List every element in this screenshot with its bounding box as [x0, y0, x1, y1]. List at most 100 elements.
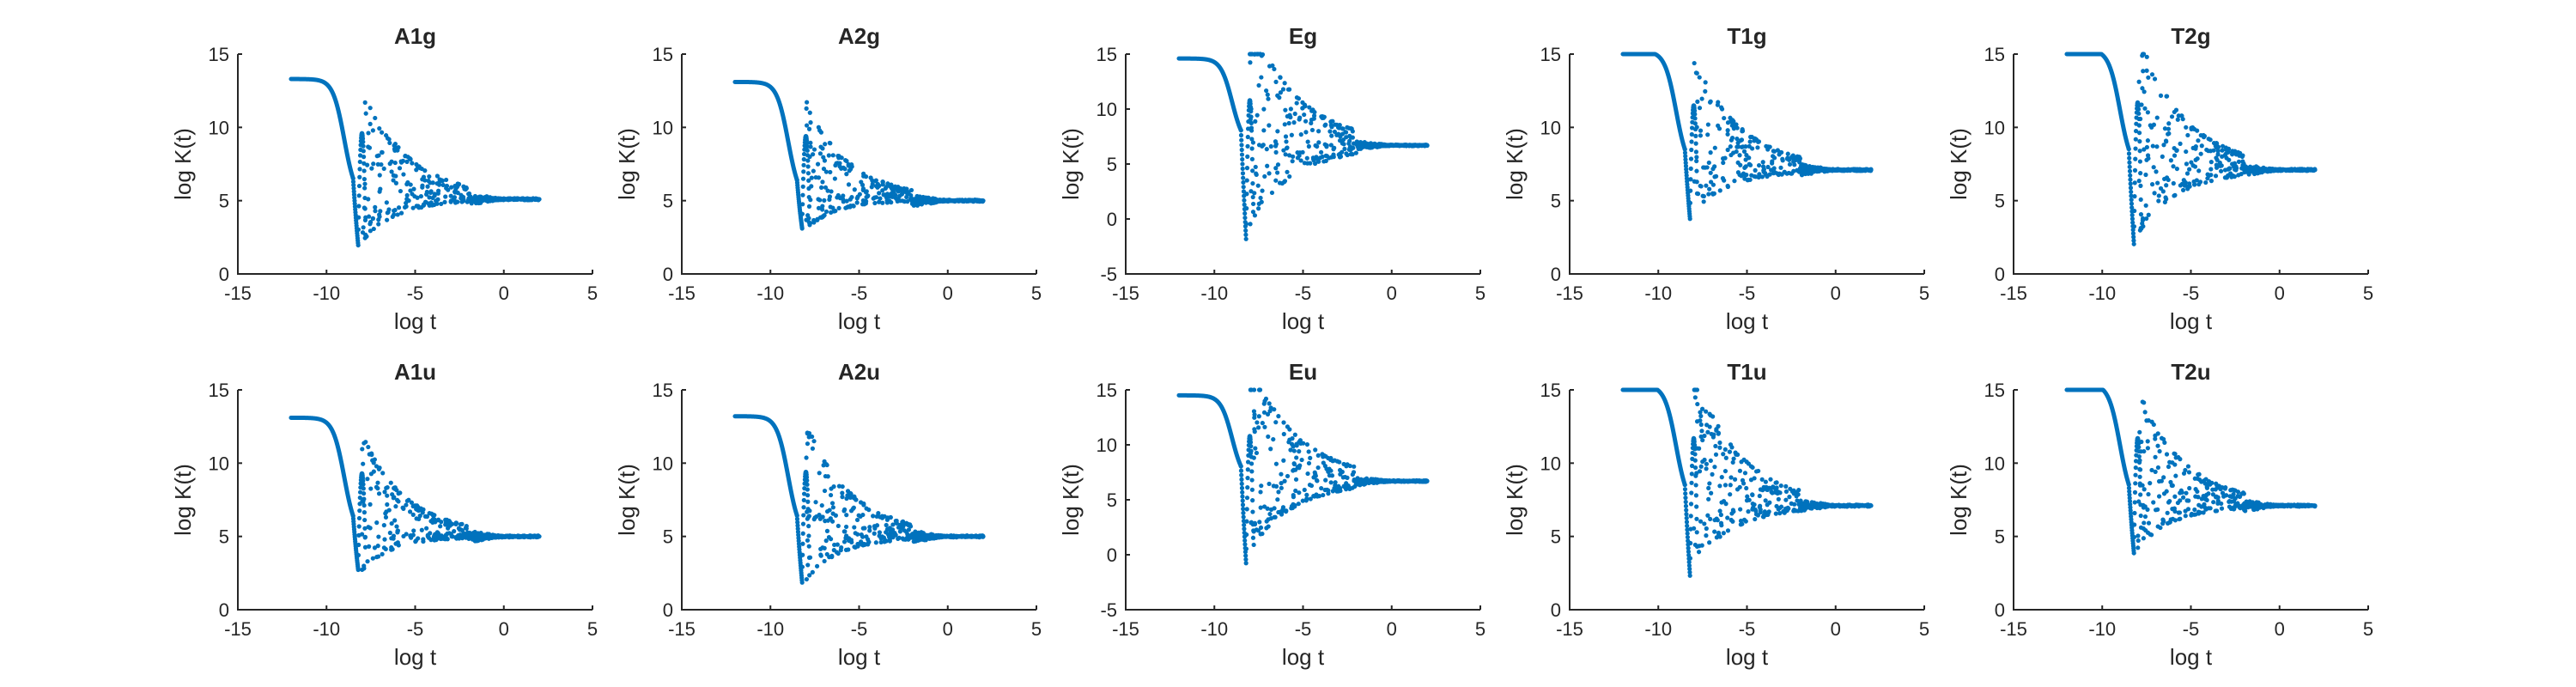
data-point — [362, 100, 368, 105]
data-point — [853, 544, 858, 550]
data-point — [2137, 139, 2142, 144]
decay-curve — [732, 414, 799, 518]
data-point — [1345, 475, 1350, 481]
data-point — [1688, 540, 1693, 546]
data-point — [823, 519, 828, 524]
data-point — [2136, 179, 2142, 184]
data-point — [823, 142, 828, 147]
data-point — [1705, 132, 1710, 137]
data-point — [410, 512, 416, 517]
data-point — [2217, 160, 2222, 166]
data-point — [1258, 525, 1264, 531]
data-point — [1344, 130, 1349, 135]
data-point — [366, 131, 371, 136]
data-point — [1273, 420, 1279, 425]
data-point — [1741, 172, 1746, 177]
data-point — [1763, 479, 1768, 484]
data-point — [2215, 152, 2221, 157]
data-point — [1253, 119, 1258, 124]
data-point — [1281, 420, 1286, 425]
data-point — [446, 526, 451, 531]
data-point — [2208, 173, 2214, 178]
data-point — [414, 503, 420, 508]
x-tick-label: 5 — [1031, 283, 1042, 304]
data-point — [1294, 441, 1299, 447]
data-point — [872, 200, 878, 206]
x-tick-label: -15 — [668, 283, 696, 304]
data-point — [357, 489, 363, 495]
data-point — [2128, 177, 2133, 182]
data-point — [1271, 436, 1276, 442]
data-point — [1291, 461, 1297, 466]
scatter-points — [350, 440, 542, 573]
data-point — [440, 178, 445, 184]
x-tick-label: -15 — [1112, 618, 1139, 640]
data-point — [1753, 516, 1758, 522]
data-point — [1269, 190, 1275, 196]
data-point — [2142, 89, 2147, 94]
data-point — [366, 444, 371, 450]
data-point — [2224, 155, 2229, 161]
data-point — [2236, 159, 2241, 164]
data-point — [1697, 106, 1703, 111]
data-point — [434, 537, 439, 543]
x-tick-label: 5 — [587, 283, 598, 304]
data-point — [881, 535, 886, 540]
data-point — [1260, 420, 1265, 426]
data-point — [1352, 464, 1357, 469]
data-point — [409, 500, 415, 505]
data-point — [1305, 471, 1310, 477]
data-point — [1249, 52, 1254, 57]
data-point — [805, 509, 810, 514]
data-point — [357, 159, 362, 165]
data-point — [795, 523, 800, 528]
data-point — [389, 520, 394, 526]
data-point — [1243, 228, 1249, 234]
data-point — [382, 489, 387, 495]
data-point — [820, 179, 825, 185]
data-point — [1790, 153, 1795, 158]
data-point — [1336, 152, 1341, 157]
scatter-points — [1238, 387, 1430, 566]
data-point — [981, 534, 986, 539]
data-point — [884, 517, 890, 522]
data-point — [2176, 113, 2181, 119]
data-point — [799, 211, 805, 216]
data-point — [373, 204, 378, 210]
x-axis-label: log t — [838, 644, 881, 670]
data-point — [1344, 151, 1349, 156]
data-point — [2131, 224, 2137, 229]
data-point — [859, 532, 864, 538]
data-point — [1692, 108, 1698, 113]
data-point — [1345, 125, 1350, 130]
data-point — [828, 169, 833, 175]
data-point — [884, 200, 890, 205]
data-point — [392, 208, 397, 213]
data-point — [828, 492, 834, 498]
data-point — [1238, 468, 1244, 473]
data-point — [1327, 155, 1332, 161]
decay-curve — [289, 76, 355, 181]
data-point — [2166, 177, 2171, 183]
data-point — [1711, 191, 1716, 197]
data-point — [1249, 461, 1255, 466]
y-tick-label: 5 — [1551, 526, 1561, 548]
data-point — [2146, 212, 2151, 217]
y-tick-label: 15 — [209, 380, 229, 401]
data-point — [1250, 535, 1256, 540]
x-tick-label: -15 — [668, 618, 696, 640]
data-point — [817, 198, 823, 203]
data-point — [1286, 153, 1292, 158]
data-point — [808, 198, 813, 203]
axes-frame — [681, 54, 1036, 275]
data-point — [810, 446, 816, 451]
data-point — [2184, 125, 2189, 130]
data-point — [2151, 165, 2156, 170]
data-point — [2169, 114, 2175, 119]
data-point — [464, 185, 469, 191]
data-point — [1251, 455, 1256, 460]
data-point — [1279, 512, 1285, 517]
data-point — [2160, 154, 2165, 159]
data-point — [807, 555, 813, 560]
data-point — [1253, 164, 1258, 170]
